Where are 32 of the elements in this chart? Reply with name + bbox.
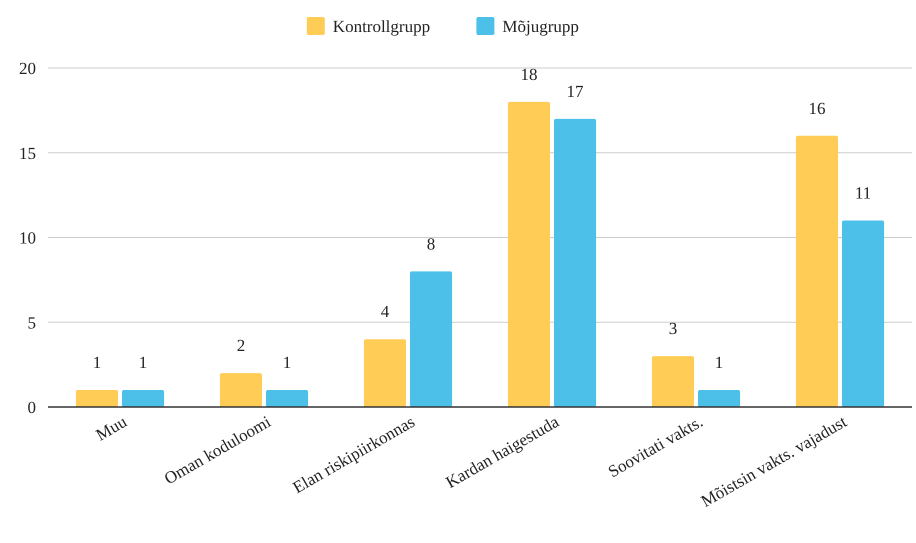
data-label: 3 — [668, 319, 678, 338]
data-label: 8 — [426, 234, 436, 254]
y-tick-label: 10 — [19, 228, 36, 248]
bar — [364, 339, 406, 407]
data-label: 16 — [808, 98, 826, 118]
y-tick-label: 20 — [19, 59, 36, 78]
x-tick-label: Muu — [92, 412, 130, 445]
bar — [76, 390, 118, 407]
data-label: 18 — [520, 64, 538, 84]
legend-label: Mõjugrupp — [502, 17, 579, 36]
y-tick-label: 5 — [28, 313, 36, 332]
bar — [220, 373, 262, 407]
data-label: 1 — [138, 353, 148, 372]
bar — [652, 356, 694, 407]
bar — [554, 118, 596, 407]
data-label: 17 — [566, 82, 584, 101]
bar — [122, 390, 164, 407]
bar — [698, 390, 740, 407]
data-label: 11 — [854, 184, 872, 203]
data-label: 1 — [714, 353, 724, 372]
y-tick-label: 0 — [28, 398, 36, 417]
data-label: 1 — [282, 353, 292, 372]
legend-label: Kontrollgrupp — [332, 17, 430, 36]
data-label: 1 — [92, 353, 102, 372]
data-label: 4 — [380, 302, 390, 322]
bar — [796, 136, 838, 407]
bar — [410, 271, 452, 407]
data-label: 2 — [236, 336, 246, 356]
bar — [266, 390, 308, 407]
bar — [508, 102, 550, 407]
bar — [842, 220, 884, 407]
y-tick-label: 15 — [19, 144, 36, 163]
